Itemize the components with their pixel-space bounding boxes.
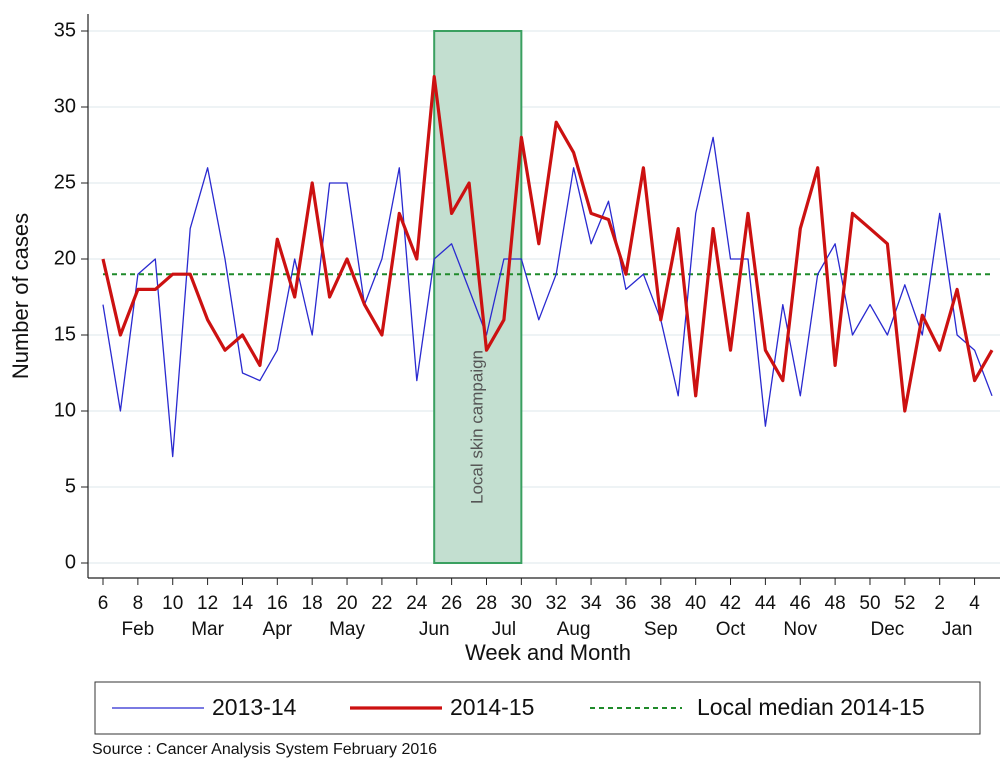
month-label: Feb (121, 619, 154, 640)
campaign-label: Local skin campaign (467, 350, 486, 504)
x-tick-label: 44 (755, 593, 777, 614)
legend-label: 2014-15 (450, 694, 534, 720)
x-tick-label: 32 (546, 593, 567, 614)
x-tick-label: 18 (302, 593, 323, 614)
x-tick-label: 42 (720, 593, 741, 614)
month-label: Mar (191, 619, 224, 640)
y-axis-title: Number of cases (8, 213, 33, 379)
legend-box (94, 681, 981, 735)
x-tick-label: 8 (133, 593, 144, 614)
y-tick-label: 15 (54, 323, 76, 345)
x-tick-label: 30 (511, 593, 532, 614)
y-tick-label: 20 (54, 247, 76, 269)
x-tick-label: 40 (685, 593, 706, 614)
x-tick-label: 46 (790, 593, 811, 614)
month-label: Jan (942, 619, 973, 640)
y-tick-label: 0 (65, 551, 76, 573)
x-tick-label: 24 (406, 593, 428, 614)
y-tick-label: 35 (54, 19, 76, 41)
x-tick-label: 48 (825, 593, 846, 614)
x-tick-label: 14 (232, 593, 254, 614)
x-tick-label: 28 (476, 593, 497, 614)
month-label: Jun (419, 619, 450, 640)
x-tick-label: 38 (650, 593, 671, 614)
series-line (101, 75, 994, 413)
y-tick-label: 30 (54, 95, 76, 117)
y-tick-label: 5 (65, 475, 76, 497)
x-tick-label: 4 (969, 593, 980, 614)
x-tick-label: 12 (197, 593, 218, 614)
source-note: Source : Cancer Analysis System February… (92, 741, 437, 758)
x-tick-label: 52 (894, 593, 915, 614)
x-tick-label: 20 (336, 593, 357, 614)
x-tick-label: 34 (581, 593, 603, 614)
x-tick-label: 36 (615, 593, 636, 614)
month-label: Apr (263, 619, 293, 640)
x-tick-label: 26 (441, 593, 462, 614)
month-label: May (329, 619, 365, 640)
month-label: Oct (716, 619, 746, 640)
month-label: Jul (492, 619, 516, 640)
legend-label: 2013-14 (212, 694, 297, 720)
x-tick-label: 22 (371, 593, 392, 614)
month-label: Dec (871, 619, 905, 640)
x-tick-label: 2 (934, 593, 945, 614)
x-tick-label: 16 (267, 593, 288, 614)
x-axis-title: Week and Month (465, 640, 631, 665)
month-label: Aug (557, 619, 591, 640)
x-tick-label: 10 (162, 593, 183, 614)
month-label: Sep (644, 619, 678, 640)
y-tick-label: 10 (54, 399, 76, 421)
y-tick-label: 25 (54, 171, 76, 193)
legend-label: Local median 2014-15 (697, 694, 925, 720)
month-label: Nov (783, 619, 817, 640)
x-tick-label: 6 (98, 593, 109, 614)
x-tick-label: 50 (859, 593, 880, 614)
